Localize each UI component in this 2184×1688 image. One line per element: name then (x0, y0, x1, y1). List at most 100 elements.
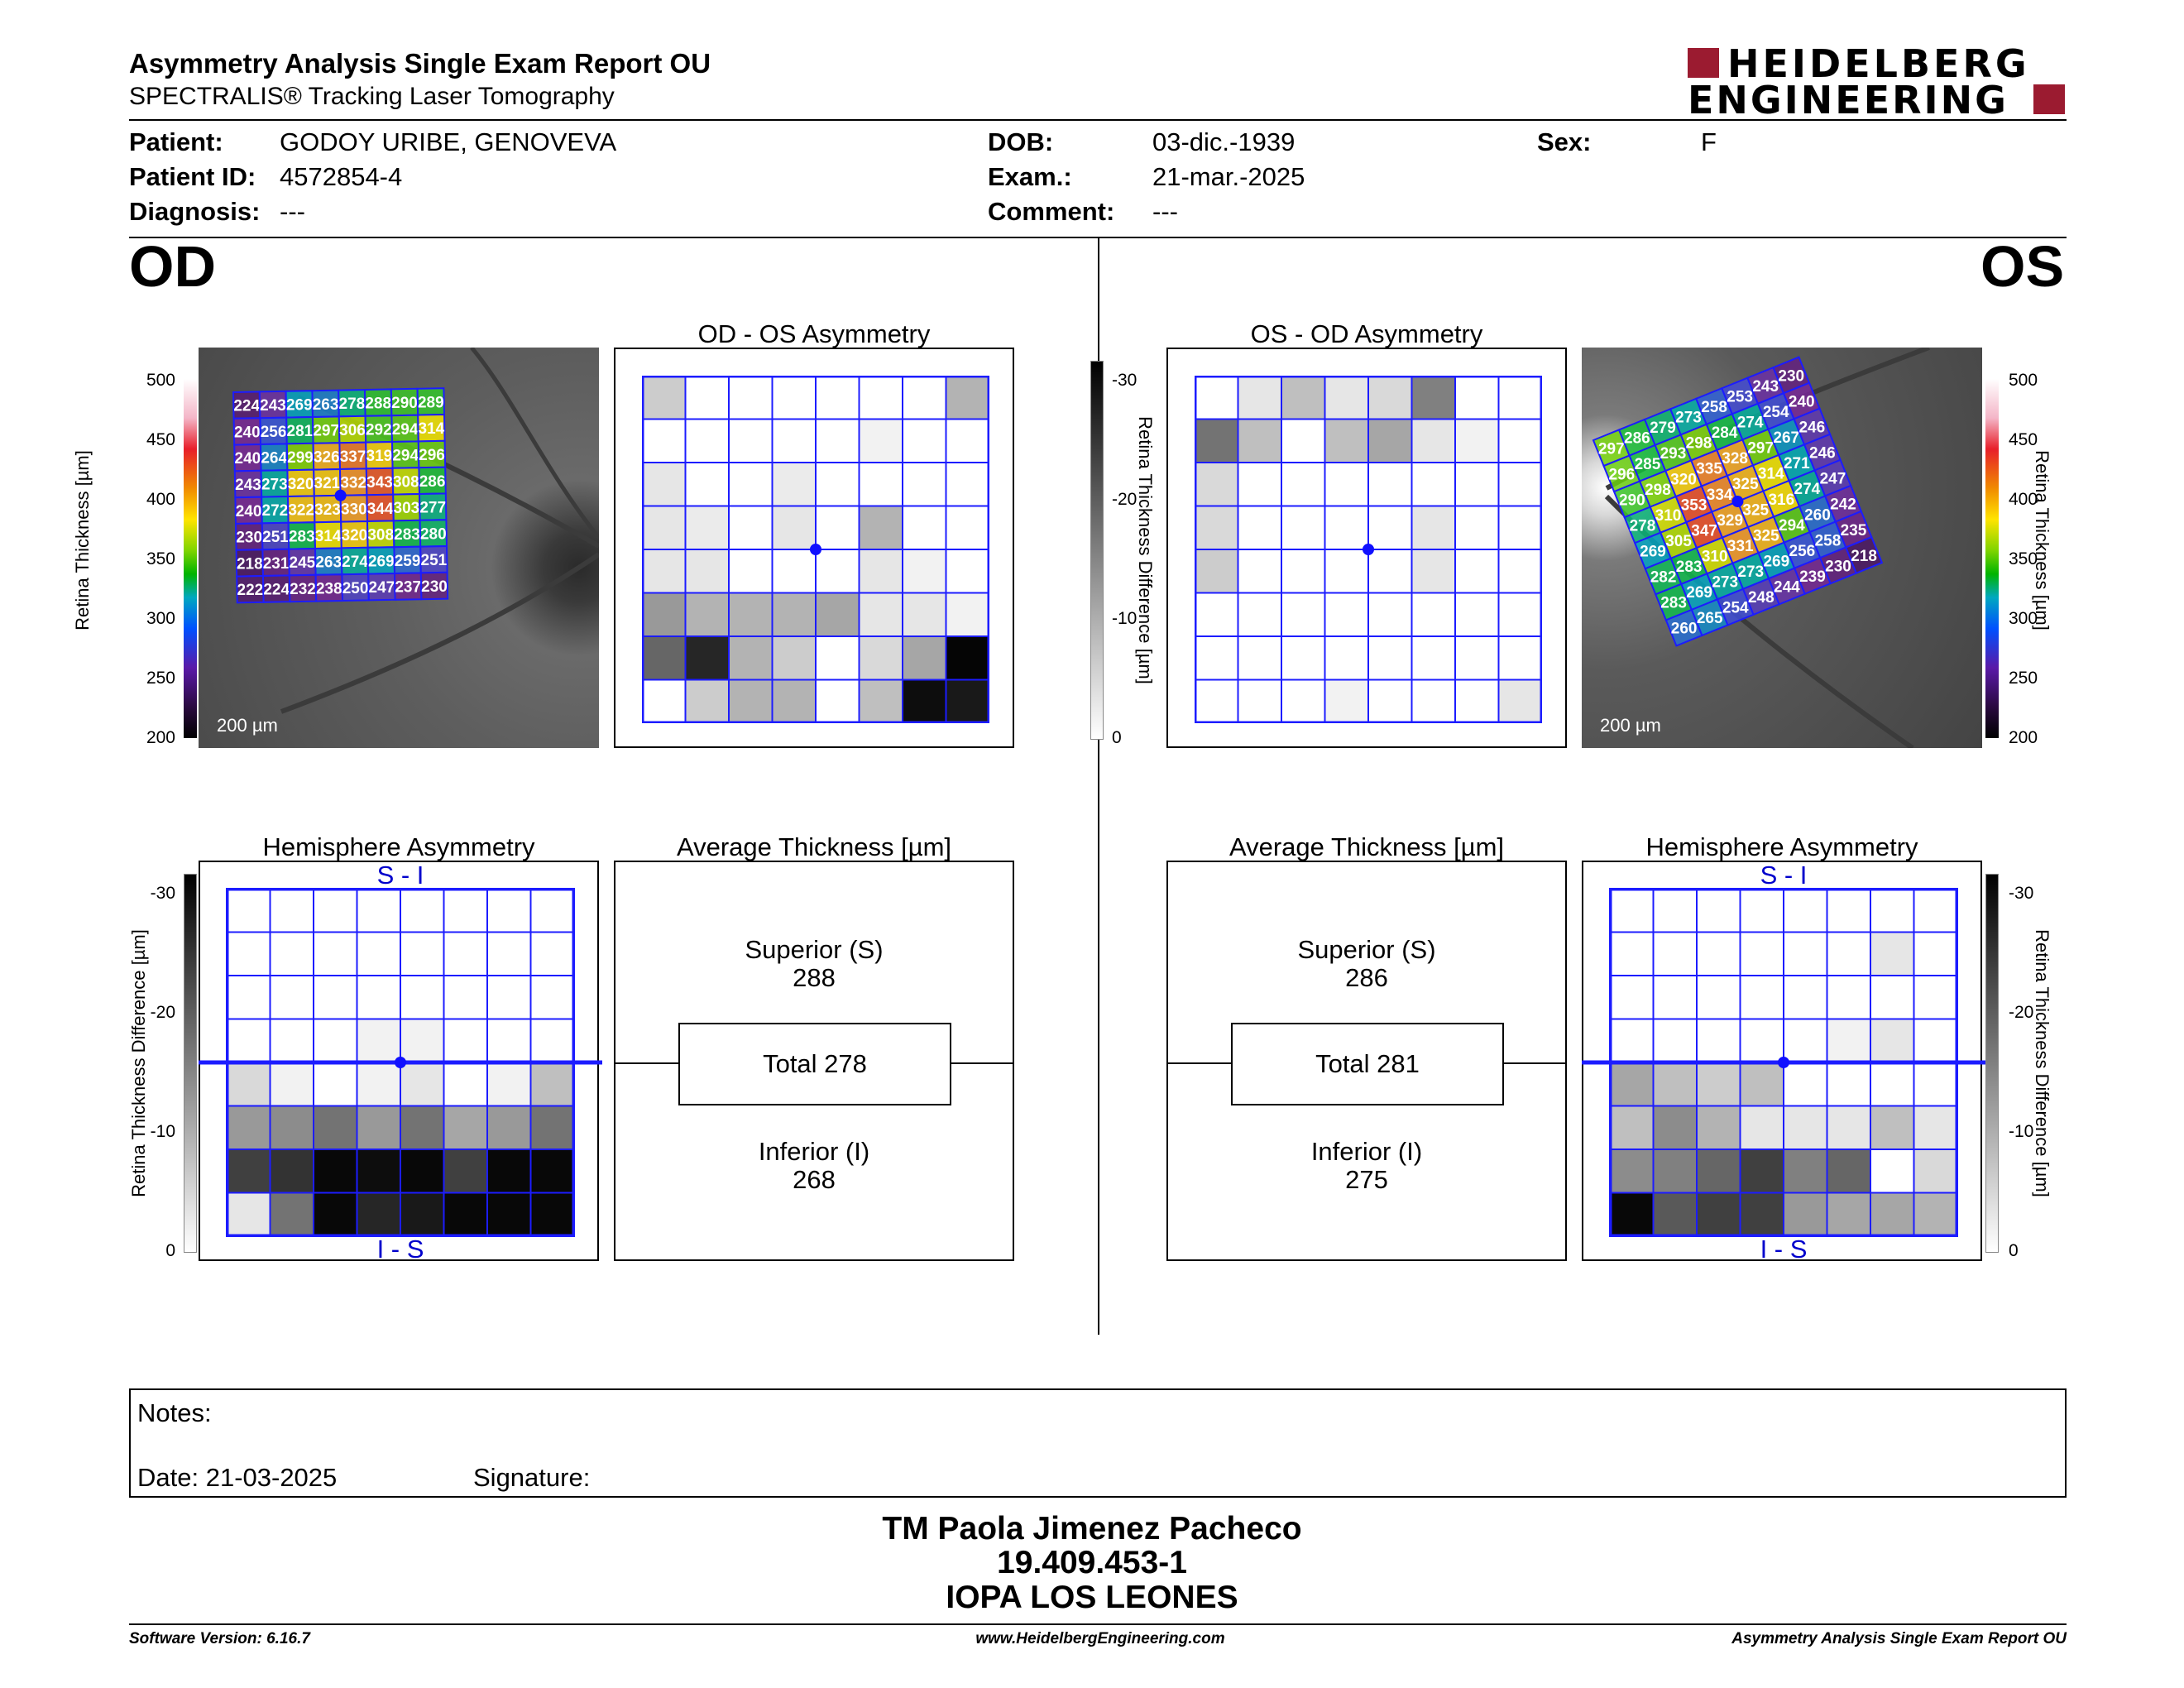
od-asym-cell (642, 462, 687, 507)
os-hemi-cell (1739, 888, 1784, 933)
od-asym-cell (815, 505, 860, 550)
od-heat-fovea-marker (334, 489, 347, 501)
dob-value: 03-dic.-1939 (1152, 127, 1296, 156)
od-superior-value: 288 (793, 963, 836, 992)
os-asym-cell (1237, 418, 1282, 463)
od-hemi-cell (269, 975, 314, 1020)
od-asym-cell (684, 635, 730, 681)
os-average-panel: Superior (S) 286 Total 281 Inferior (I) … (1166, 861, 1567, 1261)
os-hemi-cell (1609, 1105, 1655, 1150)
od-heat-value: 288 (365, 396, 391, 413)
diagnosis-label: Diagnosis: (129, 197, 261, 226)
od-hemi-cell (269, 931, 314, 976)
od-heat-value: 337 (340, 448, 366, 466)
os-heat-value: 267 (1773, 429, 1799, 447)
os-heat-value: 316 (1768, 492, 1794, 509)
os-asym-cell (1497, 462, 1542, 507)
od-hemi-cell (443, 931, 488, 976)
os-thickness-heatmap: 2972862792732582532432302962852932982842… (1592, 356, 1884, 647)
os-hemi-cell (1913, 1149, 1958, 1194)
os-heat-value: 246 (1809, 445, 1836, 463)
os-heat-value: 273 (1737, 563, 1764, 581)
os-hemi-cell (1783, 888, 1828, 933)
os-heat-value: 298 (1686, 435, 1712, 453)
notes-label: Notes: (137, 1398, 212, 1427)
od-hemi-cell (356, 1018, 401, 1063)
os-heat-value: 347 (1691, 522, 1717, 539)
os-thickness-colorbar (1985, 348, 1999, 738)
heidelberg-logo: HEIDELBERG ENGINEERING (1688, 41, 2068, 122)
od-hemi-cell (400, 1192, 445, 1237)
os-hemi-difference-tick: -20 (2009, 1003, 2034, 1022)
os-hemi-cell (1913, 888, 1958, 933)
od-asym-cell (728, 592, 774, 637)
patient-rule (129, 237, 2067, 238)
os-asym-cell (1324, 462, 1369, 507)
os-hemi-cell (1870, 1018, 1915, 1063)
od-hemi-cell (443, 888, 488, 933)
od-total-box: Total 278 (678, 1023, 951, 1105)
notes-signature-label: Signature: (473, 1463, 591, 1492)
od-heat-value: 319 (366, 448, 393, 465)
od-asym-cell (684, 376, 730, 420)
os-asym-cell (1237, 549, 1282, 594)
os-asym-border (1195, 376, 1542, 723)
od-hemi-cell (313, 1018, 358, 1063)
od-asym-cell (642, 549, 687, 594)
od-heat-value: 283 (289, 528, 315, 545)
od-heat-value: 290 (391, 395, 418, 412)
od-asym-cell (642, 376, 687, 420)
os-hemi-cell (1870, 931, 1915, 976)
os-asym-center-marker (1363, 544, 1374, 555)
od-hemi-cell (486, 888, 532, 933)
os-asym-cell (1195, 505, 1239, 550)
signatory-institution: IOPA LOS LEONES (946, 1580, 1238, 1615)
od-asym-cell (902, 418, 947, 463)
od-heat-value: 306 (339, 422, 366, 439)
os-hemi-cell (1826, 1062, 1871, 1107)
os-superior-value: 286 (1345, 963, 1388, 992)
od-asym-cell (728, 418, 774, 463)
notes-box[interactable]: Notes: Date: 21-03-2025 Signature: (129, 1388, 2067, 1498)
od-hemi-difference-colorbar (184, 874, 197, 1253)
od-heat-value: 320 (288, 476, 314, 493)
os-thickness-tick: 450 (2009, 430, 2038, 449)
os-asymmetry-grid (1195, 376, 1542, 723)
od-heat-value: 272 (262, 502, 289, 520)
od-heat-value: 240 (234, 424, 261, 441)
od-heat-value: 259 (395, 553, 421, 570)
od-thickness-tick: 350 (146, 549, 175, 568)
od-heat-value: 243 (235, 477, 261, 494)
os-hemi-cell (1696, 1192, 1741, 1237)
od-asym-cell (728, 635, 774, 681)
od-asym-cell (945, 635, 989, 681)
od-heat-value: 277 (419, 500, 446, 517)
od-asym-cell (684, 462, 730, 507)
od-heat-value: 330 (341, 501, 367, 518)
od-hemi-cell (226, 1062, 271, 1107)
od-hemi-cell (400, 888, 445, 933)
os-hemi-cell (1783, 1192, 1828, 1237)
od-asym-cell (858, 505, 903, 550)
os-asym-cell (1454, 376, 1500, 420)
os-heat-value: 273 (1675, 410, 1702, 427)
od-hemi-cell (226, 1192, 271, 1237)
od-hemi-cell (269, 888, 314, 933)
os-hemi-cell (1913, 1105, 1958, 1150)
os-heat-value: 240 (1789, 393, 1815, 410)
od-asym-cell (945, 505, 989, 550)
od-asym-cell (642, 505, 687, 550)
od-asym-cell (902, 505, 947, 550)
os-heat-value: 286 (1624, 430, 1650, 448)
od-hemi-cell (486, 1192, 532, 1237)
od-asym-cell (771, 505, 817, 550)
od-hemi-center-marker (395, 1057, 406, 1068)
os-asym-cell (1281, 592, 1326, 637)
od-asym-cell (684, 679, 730, 723)
os-heat-value: 274 (1794, 481, 1821, 498)
os-hemi-cell (1696, 1062, 1741, 1107)
os-asym-cell (1324, 418, 1369, 463)
os-heat-value: 242 (1830, 496, 1856, 514)
os-asym-cell (1454, 635, 1500, 681)
